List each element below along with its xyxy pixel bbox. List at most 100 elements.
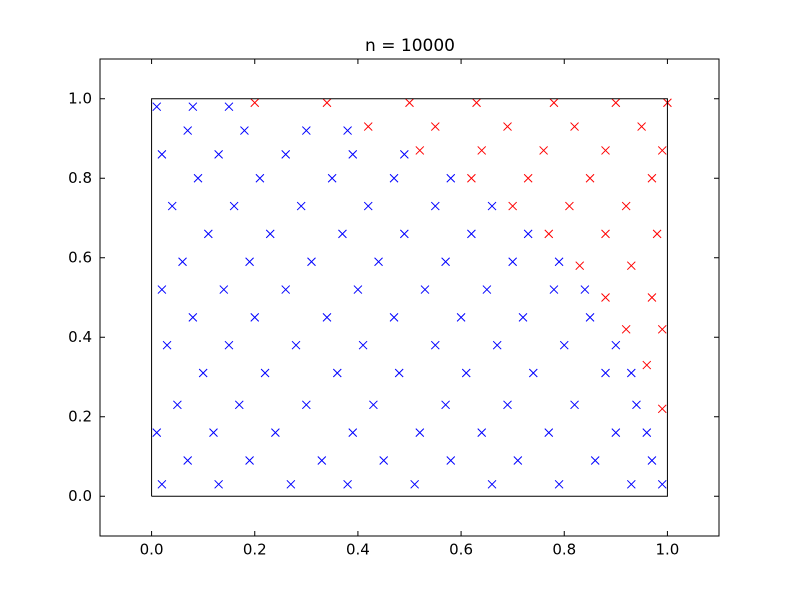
point-marker (461, 368, 471, 378)
point-marker (590, 456, 600, 465)
point-marker (549, 98, 559, 108)
point-marker (415, 428, 425, 438)
point-marker (456, 313, 466, 322)
x-tick-label: 0.0 (140, 541, 164, 559)
point-marker (369, 400, 378, 410)
point-marker (399, 229, 409, 239)
point-marker (152, 102, 162, 112)
point-marker (358, 340, 368, 350)
point-marker (348, 150, 358, 159)
point-marker (430, 340, 440, 350)
y-tick-label: 0.0 (68, 487, 92, 505)
point-marker (363, 201, 373, 211)
point-marker (245, 456, 254, 465)
point-marker (327, 173, 337, 183)
point-marker (394, 368, 404, 378)
point-marker (343, 126, 352, 135)
point-marker (183, 126, 193, 135)
point-marker (642, 428, 652, 438)
point-marker (647, 293, 657, 302)
point-marker (446, 456, 456, 465)
point-marker (472, 98, 481, 108)
chart-title: n = 10000 (365, 36, 455, 56)
point-marker (611, 340, 621, 350)
point-marker (389, 173, 399, 183)
point-marker (487, 479, 497, 489)
point-marker (657, 324, 667, 334)
point-marker (575, 261, 585, 271)
point-marker (621, 201, 631, 211)
point-marker (518, 313, 528, 322)
point-marker (374, 257, 383, 267)
point-marker (487, 201, 497, 211)
x-tick-label: 1.0 (655, 541, 679, 559)
point-marker (657, 404, 667, 414)
point-marker (580, 285, 590, 294)
point-marker (523, 229, 533, 239)
point-marker (322, 313, 332, 322)
point-marker (477, 428, 487, 438)
point-marker (415, 146, 425, 155)
point-marker (281, 150, 291, 159)
point-marker (296, 201, 306, 211)
point-marker (224, 102, 234, 112)
point-marker (554, 257, 564, 267)
point-marker (508, 257, 518, 267)
point-marker (399, 150, 409, 159)
point-marker (317, 456, 327, 465)
x-tick-label: 0.4 (346, 541, 370, 559)
point-marker (523, 173, 533, 183)
plot-area (151, 98, 672, 497)
point-marker (632, 400, 641, 410)
point-marker (260, 368, 270, 378)
point-marker (250, 313, 260, 322)
point-marker (291, 340, 301, 350)
y-tick-label: 0.6 (68, 248, 92, 266)
point-marker (219, 285, 229, 294)
point-marker (286, 479, 296, 489)
point-marker (405, 98, 414, 108)
point-marker (214, 150, 223, 159)
point-marker (601, 368, 610, 378)
point-marker (570, 122, 579, 131)
point-marker (214, 479, 223, 489)
point-marker (549, 285, 559, 294)
point-marker (338, 229, 347, 239)
y-tick-label: 0.8 (68, 169, 92, 187)
point-marker (503, 122, 512, 131)
point-marker (647, 456, 657, 465)
point-marker (193, 173, 203, 183)
point-marker (657, 479, 667, 489)
point-marker (157, 479, 167, 489)
point-marker (626, 261, 636, 271)
point-marker (379, 456, 389, 465)
point-marker (183, 456, 193, 465)
point-marker (467, 173, 476, 183)
point-marker (234, 400, 244, 410)
point-marker (508, 201, 518, 211)
point-marker (322, 98, 332, 108)
point-marker (178, 257, 187, 267)
point-marker (348, 428, 358, 438)
point-marker (565, 201, 574, 211)
point-marker (353, 285, 363, 294)
point-marker (441, 400, 450, 410)
point-marker (255, 173, 265, 183)
point-marker (601, 293, 610, 302)
point-marker (198, 368, 208, 378)
point-marker (539, 146, 548, 155)
point-marker (430, 122, 440, 131)
y-tick-label: 0.4 (68, 328, 92, 346)
point-marker (570, 400, 579, 410)
point-marker (157, 285, 167, 294)
point-marker (482, 285, 492, 294)
point-marker (528, 368, 538, 378)
point-marker (229, 201, 239, 211)
point-marker (389, 313, 399, 322)
point-marker (601, 146, 610, 155)
point-marker (152, 428, 162, 438)
point-marker (601, 229, 610, 239)
